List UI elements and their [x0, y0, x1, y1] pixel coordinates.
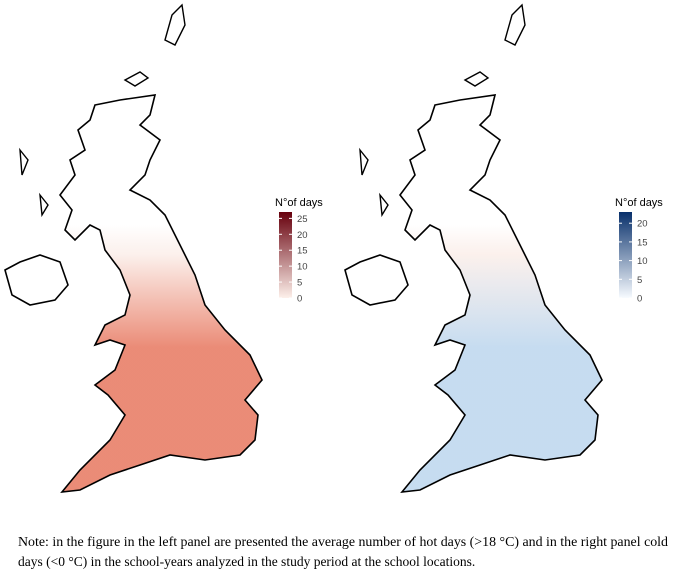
note-line: days (<0 °C) in the school-years analyze…: [18, 554, 475, 569]
maps: N°of days N°of days: [4, 4, 663, 493]
land-outline: [4, 254, 69, 306]
colorbar-tick-label: 5: [297, 278, 302, 289]
colorbar-tick-label: 10: [637, 256, 648, 267]
colorbar-tick-label: 20: [297, 230, 308, 241]
legend-title: N°of days: [275, 197, 323, 209]
land-outline: [59, 94, 263, 493]
map-panel: N°of days: [344, 4, 663, 493]
colorbar-tick-label: 15: [637, 237, 648, 248]
colorbar: [619, 212, 632, 298]
legend-title: N°of days: [615, 197, 663, 209]
land-outline: [399, 94, 603, 493]
map-panel: N°of days: [4, 4, 323, 493]
colorbar-tick-label: 20: [637, 219, 648, 230]
colorbar-tick-label: 10: [297, 262, 308, 273]
colorbar-tick-label: 0: [637, 294, 642, 305]
note-line: Note: in the figure in the left panel ar…: [18, 534, 668, 549]
colorbar-tick-label: 25: [297, 214, 308, 225]
colorbar: [279, 212, 292, 298]
colorbar-tick-label: 15: [297, 246, 308, 257]
land-outline: [344, 254, 409, 306]
colorbar-tick-label: 5: [637, 275, 642, 286]
colorbar-tick-label: 0: [297, 294, 302, 305]
